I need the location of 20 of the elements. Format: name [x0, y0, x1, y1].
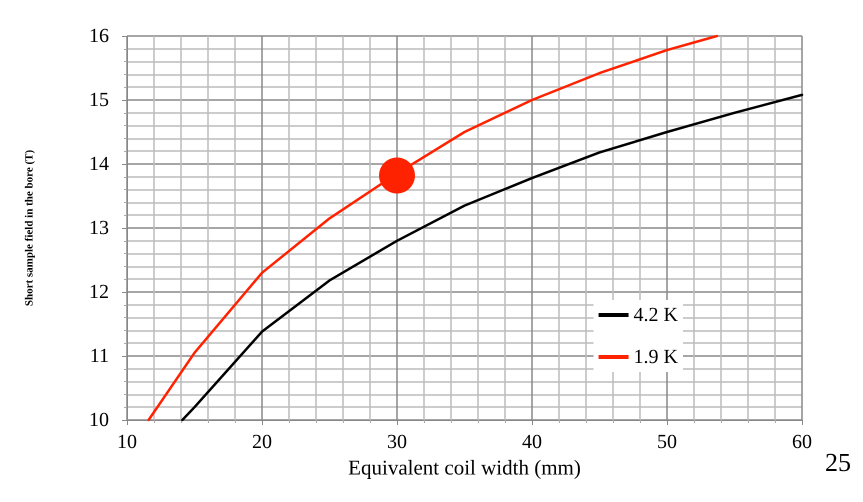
x-tick-label: 10 — [117, 431, 137, 453]
x-tick-label: 20 — [252, 431, 272, 453]
y-tick-label: 11 — [90, 345, 109, 367]
legend-label: 1.9 K — [634, 346, 679, 368]
text: 25 — [825, 448, 851, 478]
y-tick-label: 10 — [89, 409, 109, 431]
y-tick-label: 13 — [89, 217, 109, 239]
line-series — [181, 94, 804, 422]
x-axis-title: Equivalent coil width (mm) — [348, 455, 581, 480]
x-tick-label: 40 — [522, 431, 542, 453]
legend-label: 4.2 K — [634, 304, 679, 326]
x-tick-label: 50 — [657, 431, 677, 453]
y-tick-label: 12 — [89, 281, 109, 303]
y-tick-label: 15 — [89, 89, 109, 111]
x-tick-label: 30 — [387, 431, 407, 453]
x-tick-label: 60 — [792, 431, 812, 453]
y-tick-label: 14 — [89, 153, 109, 175]
line-series — [147, 34, 718, 422]
y-axis-title: Short sample field in the bore (T) — [24, 150, 36, 306]
y-tick-label: 16 — [89, 25, 109, 47]
